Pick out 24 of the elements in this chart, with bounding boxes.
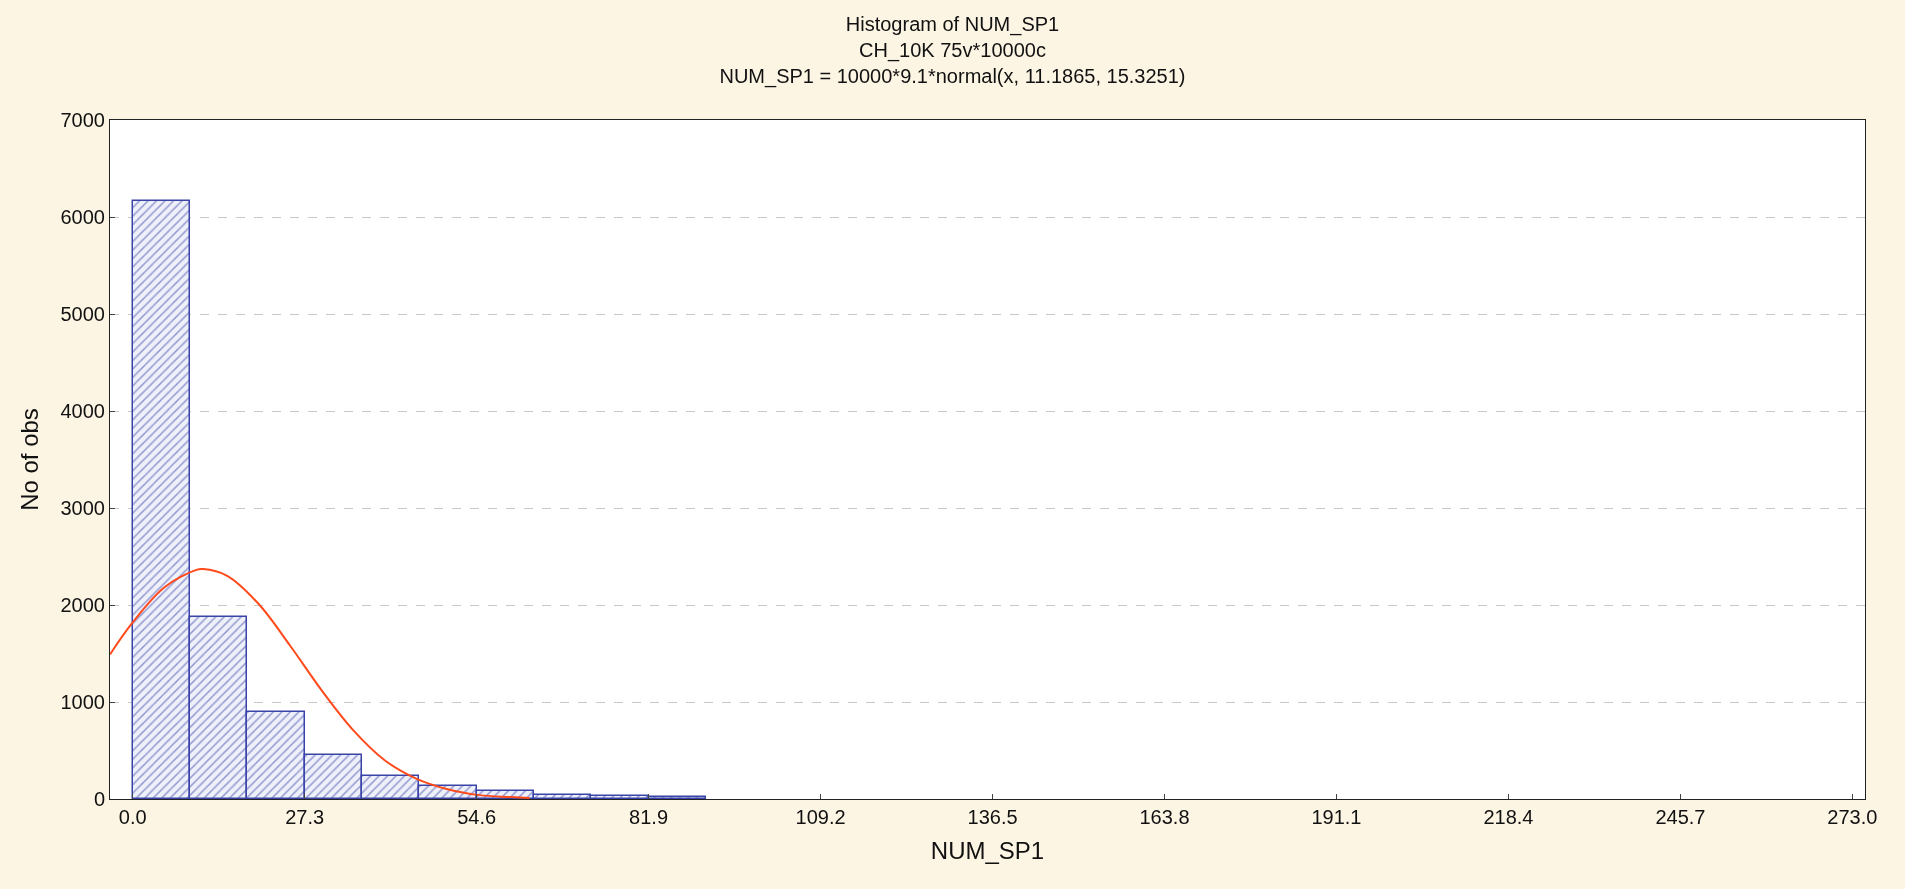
- x-axis-title: NUM_SP1: [930, 837, 1045, 865]
- y-tick-label: 5000: [60, 303, 105, 325]
- x-tick-label: 191.1: [1311, 806, 1362, 828]
- x-tick-label: 0.0: [118, 806, 147, 828]
- x-tick-label: 218.4: [1483, 806, 1534, 828]
- x-tick-label: 81.9: [629, 806, 669, 828]
- y-tick-label: 2000: [60, 594, 105, 616]
- x-tick-label: 27.3: [285, 806, 325, 828]
- line-series: [110, 568, 531, 799]
- x-tick-label: 273.0: [1827, 806, 1878, 828]
- y-tick-label: 1000: [60, 691, 105, 713]
- y-tick-label: 7000: [60, 109, 105, 131]
- y-tick-label: 0: [93, 788, 105, 810]
- x-tick-label: 163.8: [1139, 806, 1190, 828]
- x-tick-label: 109.2: [795, 806, 846, 828]
- y-tick-label: 3000: [60, 497, 105, 519]
- y-tick-label: 6000: [60, 206, 105, 228]
- x-tick-label: 54.6: [457, 806, 497, 828]
- chart-subtitle: CH_10K 75v*10000c NUM_SP1 = 10000*9.1*normal(x, 11.1865, 15.3251): [719, 39, 1186, 89]
- chart-title: Histogram of NUM_SP1: [845, 13, 1060, 37]
- x-tick-label: 136.5: [967, 806, 1018, 828]
- y-axis-title: No of obs: [15, 408, 43, 511]
- x-tick-label: 245.7: [1655, 806, 1706, 828]
- y-tick-label: 4000: [60, 400, 105, 422]
